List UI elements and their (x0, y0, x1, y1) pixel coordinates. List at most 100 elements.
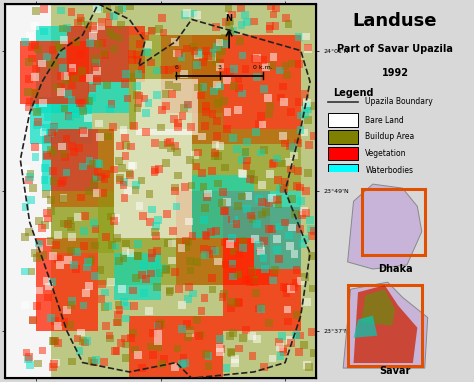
Bar (202, 47, 210, 55)
Bar (200, 58, 207, 66)
Bar (148, 27, 156, 34)
Bar (136, 40, 144, 48)
Bar (169, 227, 177, 235)
Bar (185, 283, 193, 291)
Bar (77, 14, 84, 22)
Bar (248, 267, 256, 275)
Bar (282, 62, 290, 70)
Bar (106, 29, 114, 36)
Bar (142, 109, 150, 117)
Bar (148, 206, 155, 214)
Bar (267, 194, 275, 202)
Bar (180, 104, 188, 112)
Bar (60, 220, 68, 227)
Bar (186, 330, 194, 337)
Bar (273, 246, 281, 254)
Bar (117, 21, 125, 29)
Bar (184, 295, 191, 303)
Bar (164, 239, 172, 247)
Bar (280, 283, 288, 291)
Bar (241, 149, 249, 157)
Bar (287, 339, 295, 347)
Bar (126, 169, 134, 176)
Bar (160, 29, 167, 36)
Bar (173, 148, 181, 156)
Bar (228, 215, 236, 223)
Bar (202, 108, 210, 116)
Bar (77, 194, 85, 201)
Bar (129, 35, 223, 129)
Bar (127, 73, 135, 81)
Bar (116, 176, 123, 184)
Bar (28, 43, 36, 51)
Bar (253, 54, 261, 62)
FancyBboxPatch shape (328, 113, 358, 127)
Bar (258, 211, 265, 219)
Bar (282, 219, 289, 227)
Bar (40, 128, 47, 136)
Bar (250, 278, 257, 286)
Bar (258, 181, 265, 189)
Bar (296, 225, 304, 233)
Bar (200, 183, 208, 191)
Bar (223, 77, 231, 84)
Bar (272, 23, 279, 30)
Bar (178, 301, 186, 309)
Bar (61, 318, 68, 326)
Bar (133, 91, 141, 99)
Bar (79, 107, 87, 115)
Bar (36, 238, 98, 331)
Bar (195, 49, 203, 57)
Bar (24, 355, 32, 363)
Bar (208, 246, 216, 254)
Bar (124, 95, 131, 102)
Bar (289, 143, 297, 151)
Bar (243, 138, 251, 146)
Bar (297, 197, 305, 205)
Bar (286, 336, 294, 344)
Bar (213, 43, 221, 51)
Bar (257, 149, 265, 157)
Bar (96, 133, 104, 141)
FancyBboxPatch shape (328, 130, 358, 144)
Bar (89, 32, 97, 40)
Bar (295, 33, 302, 41)
Bar (301, 129, 309, 136)
Bar (108, 241, 116, 249)
Bar (127, 143, 135, 151)
Bar (59, 195, 67, 203)
Bar (266, 102, 274, 110)
Bar (44, 294, 52, 301)
Bar (255, 120, 263, 128)
Bar (131, 346, 139, 353)
Bar (154, 322, 161, 329)
Bar (121, 134, 129, 142)
Bar (209, 49, 216, 57)
Bar (218, 47, 226, 55)
Bar (223, 198, 231, 206)
Bar (198, 92, 205, 99)
Bar (201, 251, 209, 259)
Bar (230, 217, 238, 224)
Bar (180, 354, 187, 362)
Bar (301, 90, 309, 98)
Bar (108, 100, 115, 108)
Bar (50, 124, 58, 132)
Bar (275, 185, 283, 193)
Bar (128, 56, 136, 64)
Bar (202, 350, 210, 358)
Bar (250, 18, 258, 25)
Text: 3: 3 (218, 65, 222, 70)
Bar (76, 99, 84, 107)
Bar (206, 250, 213, 258)
Bar (281, 178, 289, 186)
Bar (91, 272, 99, 280)
Bar (25, 103, 33, 111)
Bar (64, 24, 71, 32)
Bar (255, 241, 263, 249)
Bar (154, 247, 161, 254)
Bar (189, 232, 197, 240)
Bar (260, 146, 267, 154)
Bar (307, 225, 315, 233)
Bar (47, 314, 55, 322)
